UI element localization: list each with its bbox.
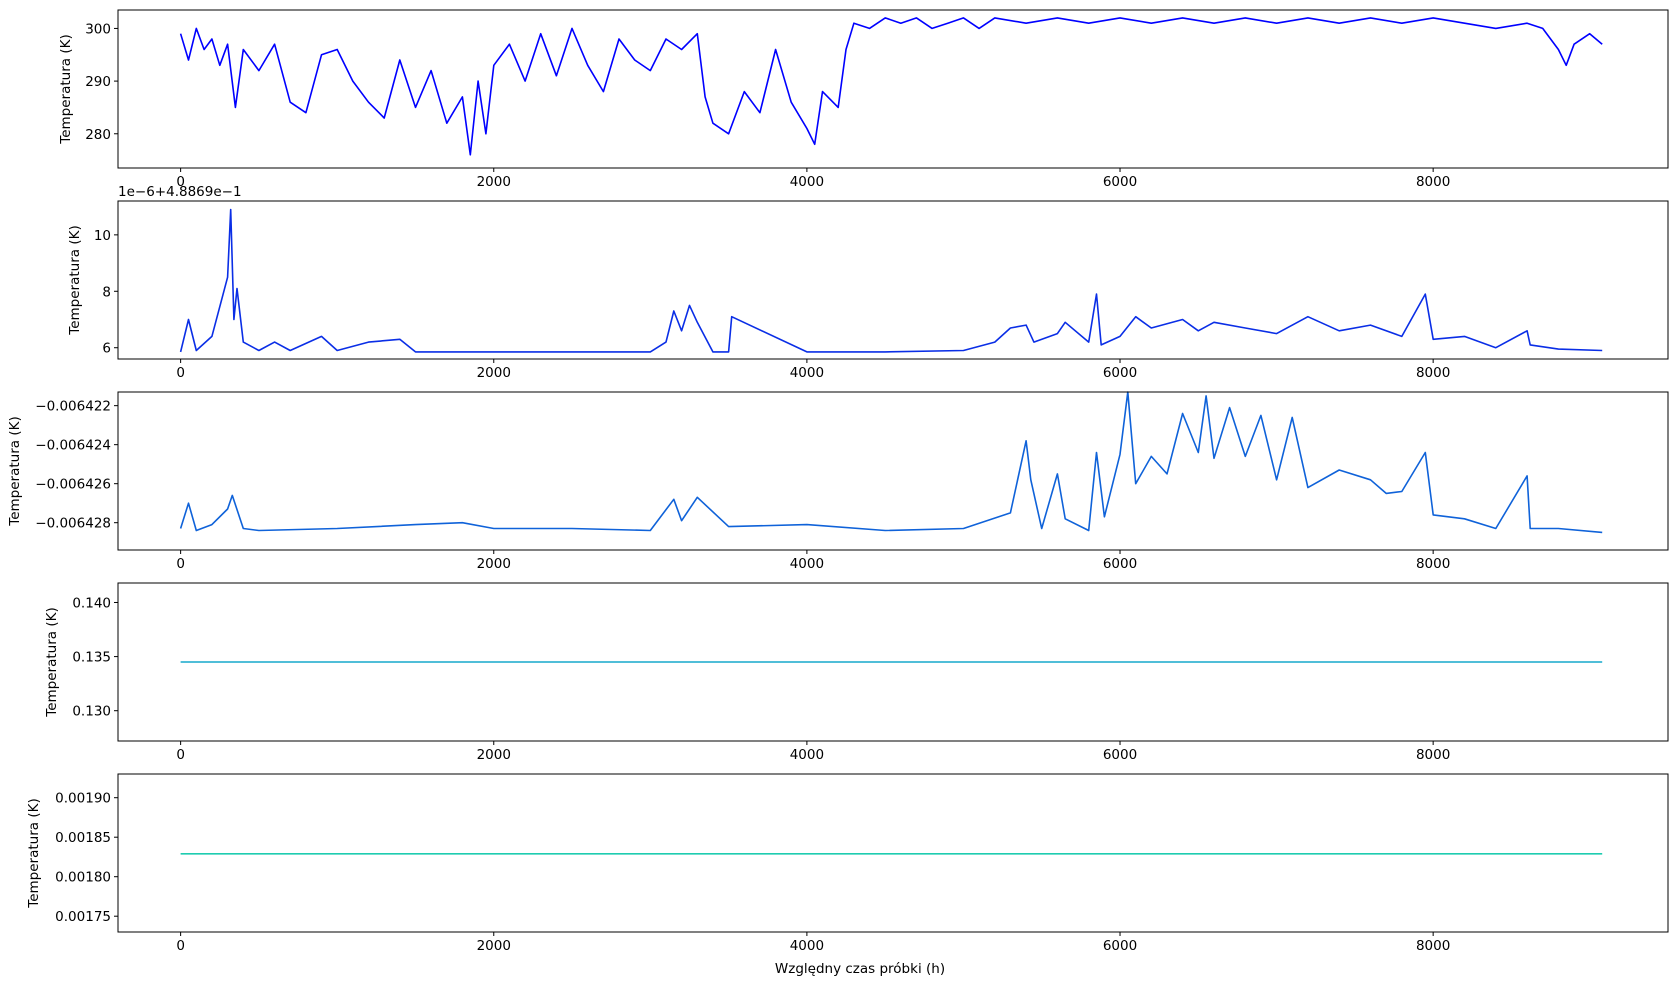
x-tick-label: 2000 <box>477 938 511 954</box>
plot-frame <box>117 582 1669 742</box>
plot-frame <box>117 773 1669 933</box>
x-tick-label: 4000 <box>790 938 824 954</box>
x-tick-label: 8000 <box>1416 556 1450 572</box>
x-tick-label: 6000 <box>1103 365 1137 381</box>
y-tick-label: 0.00180 <box>55 870 111 886</box>
plot-frame <box>117 391 1669 551</box>
subplot-2: 0 2000 4000 6000 8000 6 8 10 Temperatura (K) 1e−6… <box>67 184 1669 381</box>
x-tick-label: 6000 <box>1103 556 1137 572</box>
x-tick-label: 0 <box>176 556 185 572</box>
x-tick-label: 4000 <box>790 365 824 381</box>
x-tick-label: 0 <box>176 938 185 954</box>
x-tick-label: 6000 <box>1103 174 1137 190</box>
x-tick-label: 8000 <box>1416 174 1450 190</box>
y-tick-label: 0.00175 <box>55 909 111 925</box>
y-tick-label: 0.00190 <box>55 791 111 807</box>
y-tick-label: −0.006422 <box>35 399 111 415</box>
series-line-2-1 <box>179 208 1603 353</box>
y-axis-label: Temperatura (K) <box>44 607 60 717</box>
x-tick-label: 2000 <box>477 556 511 572</box>
x-tick-label: 8000 <box>1416 938 1450 954</box>
y-tick-label: −0.006426 <box>35 477 111 493</box>
y-tick-label: 0.140 <box>72 595 111 611</box>
y-tick-label: −0.006428 <box>35 516 111 532</box>
x-tick-label: 0 <box>176 365 185 381</box>
subplot-5: 0 2000 4000 6000 8000 0.00175 0.00180 0.00185 0.… <box>26 773 1669 977</box>
x-tick-label: 6000 <box>1103 747 1137 763</box>
y-tick-label: 300 <box>85 21 111 37</box>
y-axis-label: Temperatura (K) <box>7 416 23 526</box>
x-tick-label: 2000 <box>477 747 511 763</box>
y-axis-label: Temperatura (K) <box>67 225 83 335</box>
y-tick-label: 290 <box>85 74 111 90</box>
plot-frame <box>117 9 1669 169</box>
y-tick-label: 6 <box>102 341 111 357</box>
x-tick-label: 0 <box>176 747 185 763</box>
x-tick-label: 4000 <box>790 556 824 572</box>
y-tick-label: 10 <box>94 228 111 244</box>
series-line-3-1 <box>179 391 1603 534</box>
subplot-1: 0 2000 4000 6000 8000 280 290 300 Temperatura (K… <box>58 9 1669 190</box>
x-tick-label: 8000 <box>1416 747 1450 763</box>
y-tick-label: 0.130 <box>72 704 111 720</box>
series-line-1-1 <box>179 17 1603 156</box>
y-tick-label: 0.00185 <box>55 830 111 846</box>
x-tick-label: 4000 <box>790 174 824 190</box>
y-tick-label: 8 <box>102 284 111 300</box>
y-tick-label: 280 <box>85 127 111 143</box>
y-tick-label: 0.135 <box>72 650 111 666</box>
x-tick-label: 8000 <box>1416 365 1450 381</box>
x-axis-label: Względny czas próbki (h) <box>775 961 945 977</box>
subplot-4: 0 2000 4000 6000 8000 0.130 0.135 0.140 Temperat… <box>44 582 1669 763</box>
x-tick-label: 2000 <box>477 365 511 381</box>
x-tick-label: 4000 <box>790 747 824 763</box>
y-axis-label: Temperatura (K) <box>58 34 74 144</box>
y-axis-label: Temperatura (K) <box>26 798 42 908</box>
x-tick-label: 6000 <box>1103 938 1137 954</box>
plot-frame <box>117 200 1669 360</box>
y-offset-text: 1e−6+4.8869e−1 <box>118 184 242 200</box>
x-tick-label: 0 <box>176 174 185 190</box>
y-tick-label: −0.006424 <box>35 438 111 454</box>
x-tick-label: 2000 <box>477 174 511 190</box>
subplot-3: 0 2000 4000 6000 8000 −0.006422 −0.006424 −0.00… <box>7 391 1669 572</box>
